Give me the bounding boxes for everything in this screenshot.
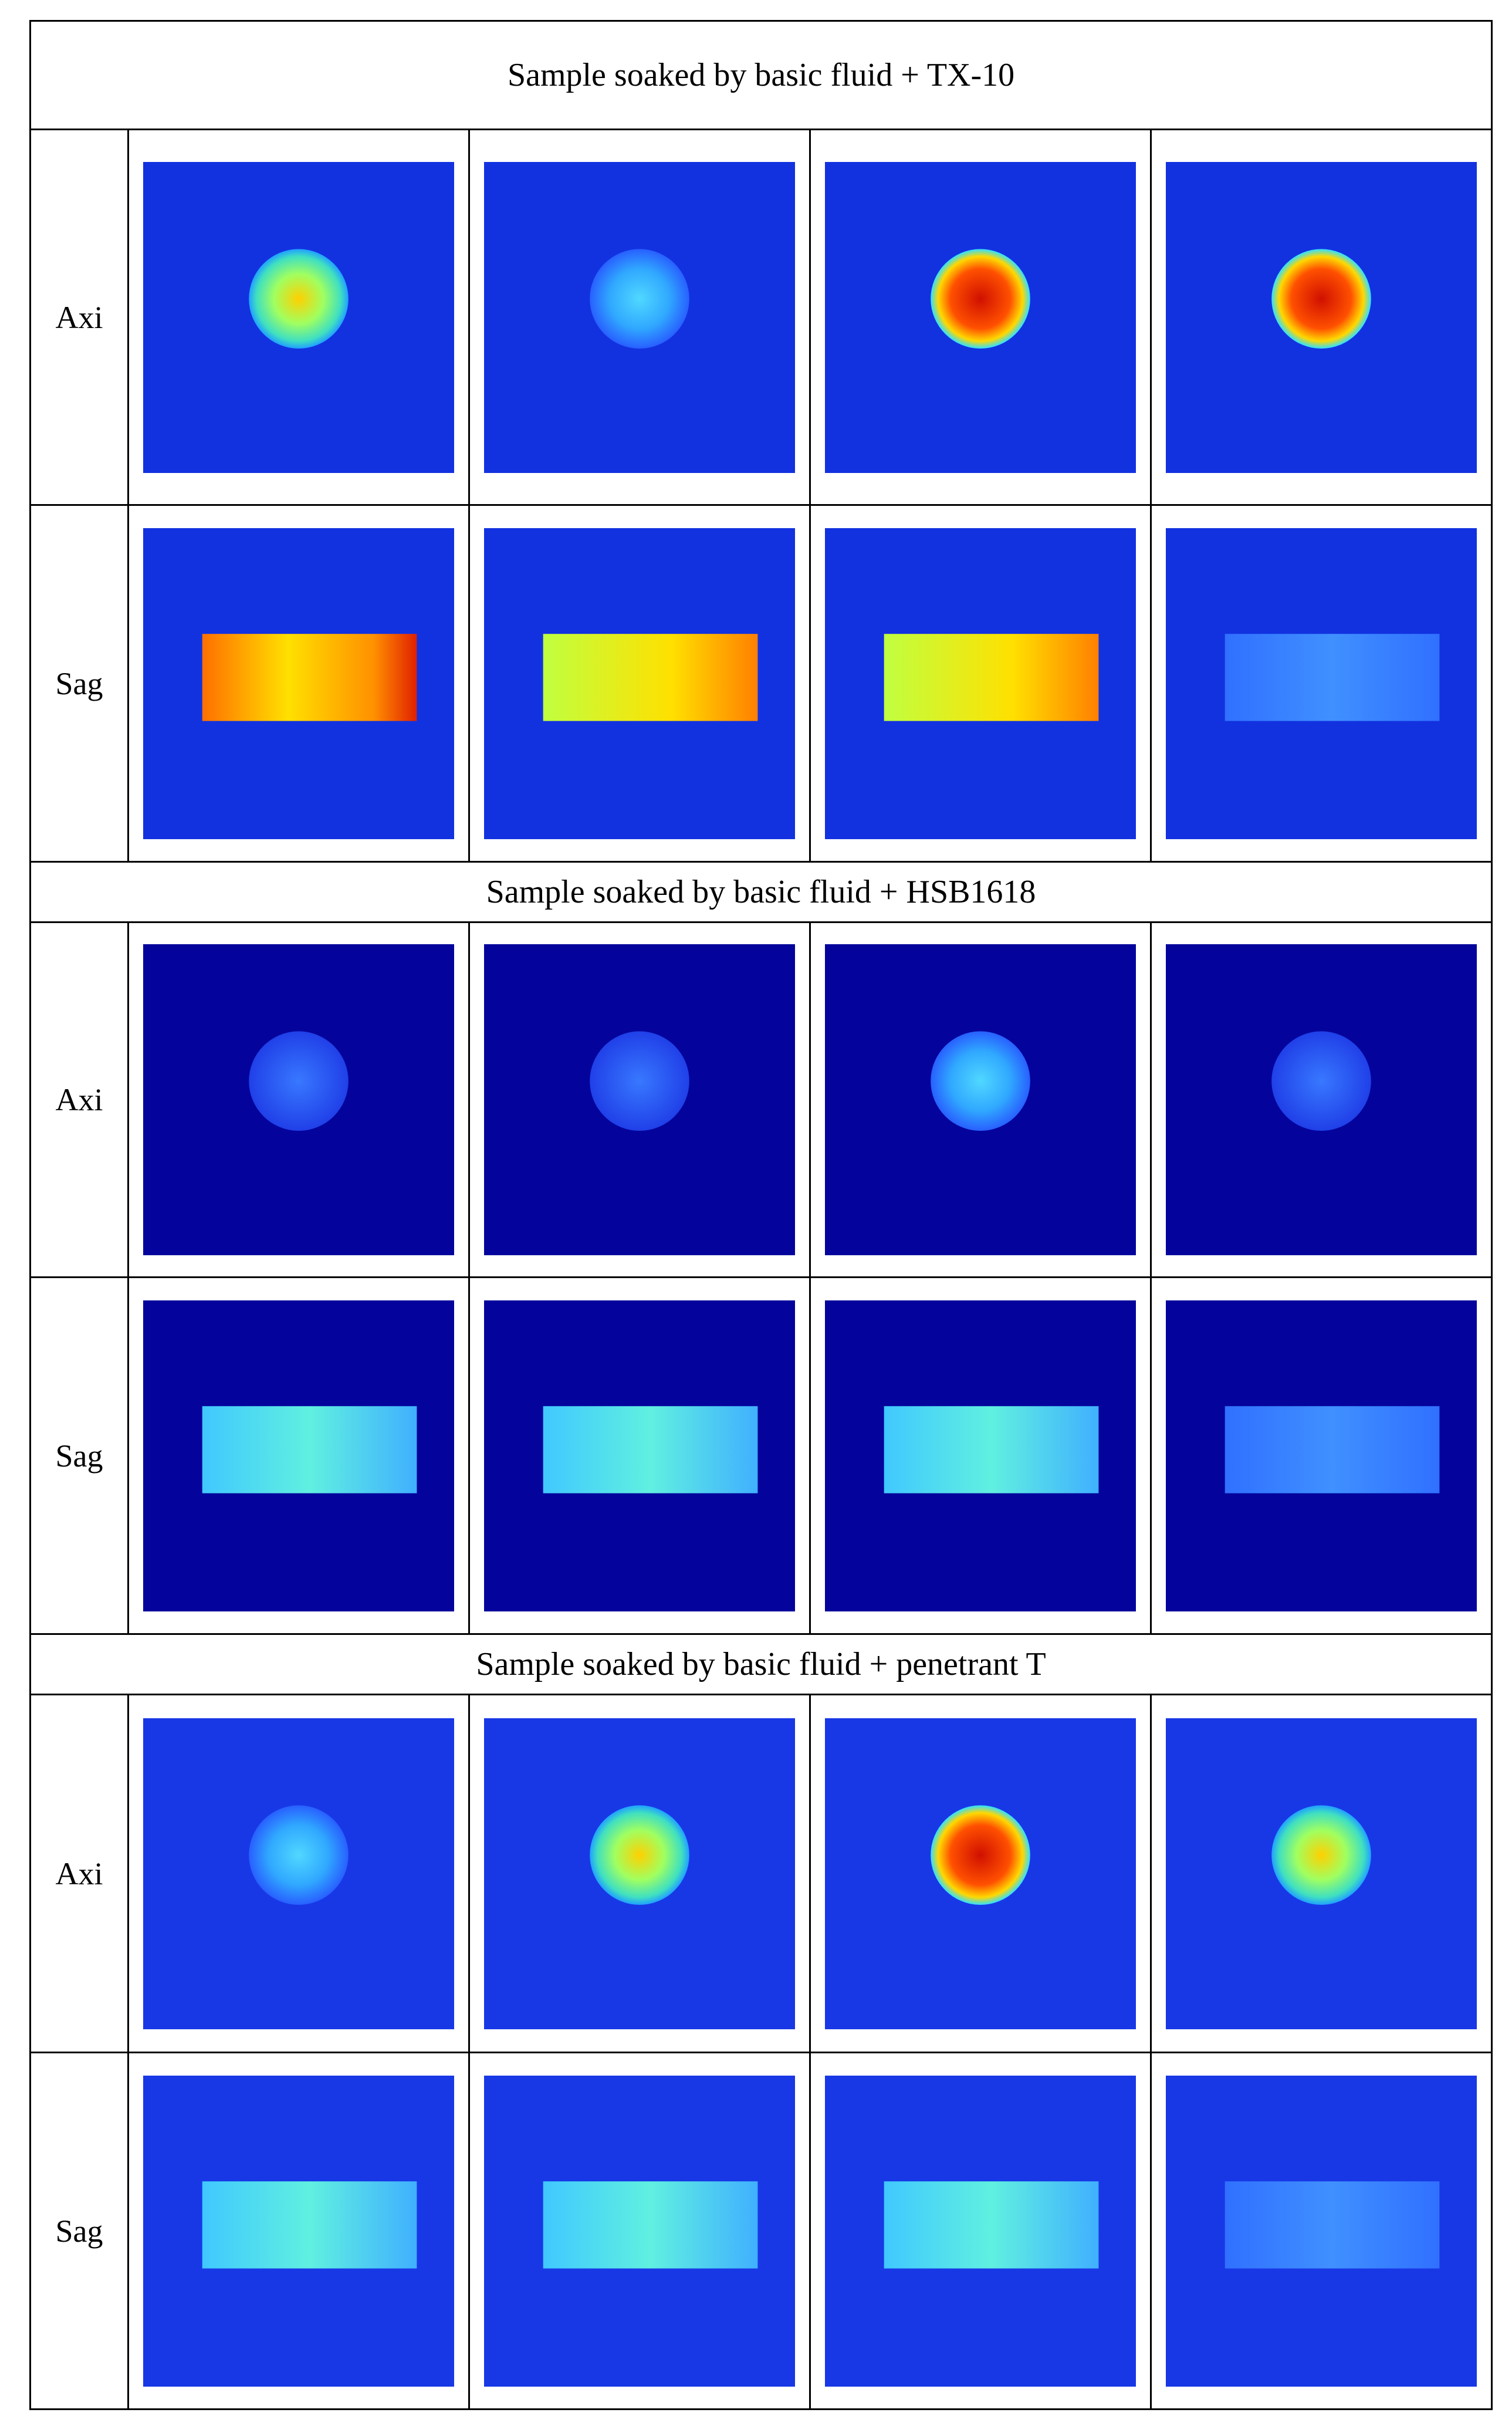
image-row: Sag <box>29 504 1493 863</box>
mri-image <box>825 528 1136 839</box>
mri-image <box>143 528 454 839</box>
image-cell <box>468 2052 811 2410</box>
image-cell <box>809 504 1152 863</box>
sample-profile <box>202 1405 417 1493</box>
sample-cross-section <box>249 1031 349 1131</box>
table-body: Sample soaked by basic fluid + TX-10 Axi S… <box>29 20 1493 2410</box>
sample-cross-section <box>931 248 1030 349</box>
sample-profile <box>202 2181 417 2269</box>
title-row: Sample soaked by basic fluid + TX-10 <box>29 20 1493 130</box>
image-cell <box>1149 1276 1493 1635</box>
image-cell <box>468 1694 811 2053</box>
sample-profile <box>543 2181 758 2269</box>
section-title: Sample soaked by basic fluid + HSB1618 <box>29 861 1493 923</box>
mri-image <box>484 528 795 839</box>
image-cell <box>468 1276 811 1635</box>
row-label: Axi <box>29 921 129 1278</box>
sample-cross-section <box>590 1031 689 1131</box>
image-cell <box>127 1276 470 1635</box>
image-cell <box>127 129 470 506</box>
title-row: Sample soaked by basic fluid + HSB1618 <box>29 861 1493 923</box>
image-cell <box>809 921 1152 1278</box>
sample-cross-section <box>590 248 689 349</box>
image-row: Axi <box>29 1694 1493 2053</box>
sample-profile <box>1225 2181 1440 2269</box>
mri-image <box>825 1718 1136 2029</box>
mri-image <box>484 944 795 1255</box>
mri-image <box>825 2075 1136 2387</box>
mri-image <box>1166 2075 1477 2387</box>
sample-profile <box>1225 1405 1440 1493</box>
sample-cross-section <box>1271 1031 1371 1131</box>
sample-cross-section <box>931 1805 1030 1905</box>
row-label: Sag <box>29 504 129 863</box>
sample-profile <box>884 1405 1099 1493</box>
image-cell <box>809 1276 1152 1635</box>
sample-cross-section <box>590 1805 689 1905</box>
row-label: Axi <box>29 129 129 506</box>
sample-profile <box>884 633 1099 721</box>
sample-cross-section <box>1271 248 1371 349</box>
sample-profile <box>543 633 758 721</box>
mri-image <box>484 2075 795 2387</box>
sample-profile <box>202 633 417 721</box>
sample-cross-section <box>931 1031 1030 1131</box>
mri-image <box>1166 528 1477 839</box>
image-cell <box>1149 1694 1493 2053</box>
image-row: Sag <box>29 1276 1493 1635</box>
figure-table: Sample soaked by basic fluid + TX-10 Axi S… <box>29 20 1493 2410</box>
row-label: Sag <box>29 2052 129 2410</box>
mri-image <box>1166 1300 1477 1611</box>
sample-profile <box>543 1405 758 1493</box>
image-cell <box>1149 504 1493 863</box>
image-cell <box>127 2052 470 2410</box>
mri-image <box>143 944 454 1255</box>
image-cell <box>809 2052 1152 2410</box>
image-row: Sag <box>29 2052 1493 2410</box>
sample-profile <box>884 2181 1099 2269</box>
sample-cross-section <box>1271 1805 1371 1905</box>
mri-image <box>484 1300 795 1611</box>
mri-image <box>825 944 1136 1255</box>
image-row: Axi <box>29 129 1493 506</box>
section-title: Sample soaked by basic fluid + TX-10 <box>29 20 1493 130</box>
title-row: Sample soaked by basic fluid + penetrant… <box>29 1633 1493 1695</box>
mri-image <box>1166 1718 1477 2029</box>
mri-image <box>143 1718 454 2029</box>
image-cell <box>127 921 470 1278</box>
sample-cross-section <box>249 1805 349 1905</box>
image-cell <box>809 1694 1152 2053</box>
mri-image <box>484 1718 795 2029</box>
row-label: Sag <box>29 1276 129 1635</box>
image-cell <box>1149 921 1493 1278</box>
image-cell <box>809 129 1152 506</box>
image-row: Axi <box>29 921 1493 1278</box>
section-title: Sample soaked by basic fluid + penetrant… <box>29 1633 1493 1695</box>
image-cell <box>1149 2052 1493 2410</box>
row-label: Axi <box>29 1694 129 2053</box>
mri-image <box>1166 944 1477 1255</box>
mri-image <box>1166 161 1477 473</box>
image-cell <box>468 504 811 863</box>
image-cell <box>1149 129 1493 506</box>
mri-image <box>825 1300 1136 1611</box>
sample-cross-section <box>249 248 349 349</box>
image-cell <box>127 504 470 863</box>
image-cell <box>468 921 811 1278</box>
mri-image <box>143 2075 454 2387</box>
mri-image <box>825 161 1136 473</box>
mri-image <box>143 1300 454 1611</box>
image-cell <box>468 129 811 506</box>
mri-image <box>484 161 795 473</box>
mri-image <box>143 161 454 473</box>
image-cell <box>127 1694 470 2053</box>
sample-profile <box>1225 633 1440 721</box>
